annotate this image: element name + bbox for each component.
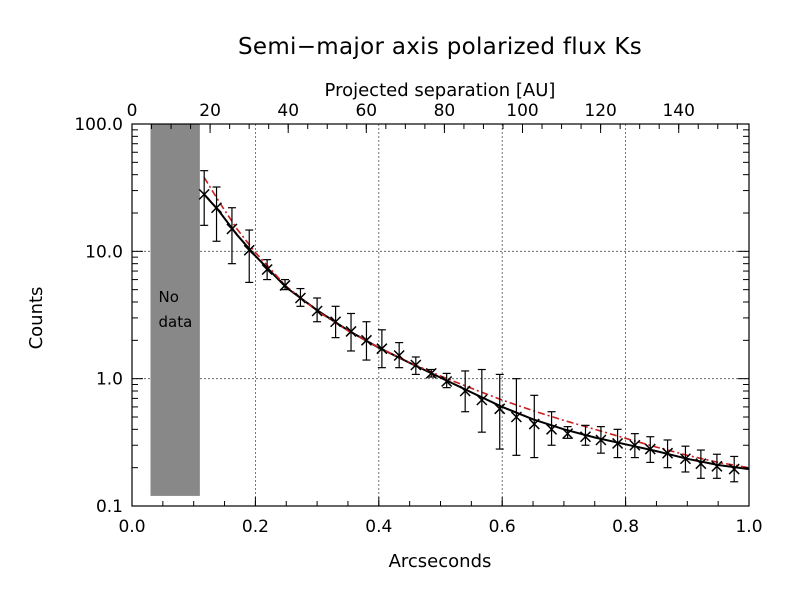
x-tick-label: 0.6: [489, 517, 516, 537]
y-tick-label: 100.0: [74, 115, 123, 135]
x2-tick-label: 40: [277, 101, 299, 121]
data-point: [425, 367, 437, 379]
data-point: [393, 349, 405, 362]
data-point: [360, 334, 372, 346]
data-point: [311, 305, 323, 317]
x-tick-labels: 0.0 0.2 0.4 0.6 0.8 1.0: [118, 517, 762, 537]
data-point: [294, 292, 306, 304]
data-point: [629, 439, 641, 451]
x2-tick-labels: 0 20 40 60 80 100 120 140: [127, 101, 695, 121]
fit-line-solid: [203, 193, 750, 471]
data-point: [562, 428, 574, 440]
data-point: [261, 263, 273, 276]
data-point: [330, 316, 342, 328]
data-point: [728, 463, 740, 475]
data-point: [662, 447, 674, 459]
x-tick-label: 0.8: [612, 517, 639, 537]
x2-tick-label: 0: [127, 101, 138, 121]
data-point: [494, 403, 506, 415]
data-point: [644, 443, 656, 455]
y-tick-label: 10.0: [85, 242, 123, 262]
data-point: [679, 453, 691, 465]
x-tick-label: 0.2: [242, 517, 269, 537]
gridlines: [132, 124, 749, 506]
data-point: [243, 244, 255, 256]
y-tick-label: 0.1: [96, 497, 123, 517]
x2-tick-label: 120: [584, 101, 616, 121]
data-series: [198, 170, 750, 483]
data-point: [528, 418, 540, 430]
data-point: [376, 343, 388, 355]
no-data-region: [150, 124, 200, 496]
data-point: [510, 411, 522, 423]
data-point: [459, 385, 471, 397]
data-point: [595, 434, 607, 446]
x2-tick-label: 20: [199, 101, 221, 121]
x2-tick-label: 100: [506, 101, 538, 121]
x2-axis-label: Projected separation [AU]: [325, 80, 556, 101]
data-point: [711, 460, 723, 472]
data-point: [612, 437, 624, 449]
data-point: [279, 279, 291, 291]
x-tick-label: 0.4: [365, 517, 392, 537]
data-point: [198, 188, 210, 200]
x-axis-label: Arcseconds: [389, 551, 492, 572]
y-tick-labels: 0.1 1.0 10.0 100.0: [74, 115, 123, 517]
data-point: [210, 202, 223, 214]
axis-ticks: [131, 123, 750, 507]
no-data-label-line1: No: [159, 288, 179, 306]
data-point: [546, 423, 558, 435]
x-tick-label: 0.0: [118, 517, 145, 537]
x2-tick-label: 80: [434, 101, 456, 121]
x2-tick-label: 60: [355, 101, 377, 121]
y-axis-label: Counts: [26, 287, 47, 350]
data-point: [441, 375, 453, 388]
x2-tick-label: 140: [662, 101, 694, 121]
data-point: [226, 223, 238, 235]
plot-frame: [131, 123, 750, 507]
data-point: [695, 458, 707, 470]
chart-title: Semi−major axis polarized flux Ks: [238, 34, 642, 60]
data-point: [476, 394, 488, 406]
data-point: [410, 359, 422, 371]
data-point: [579, 431, 592, 443]
no-data-label-line2: data: [159, 313, 193, 331]
y-tick-label: 1.0: [96, 370, 123, 390]
data-point: [345, 325, 357, 337]
fit-line-dashdot: [203, 177, 750, 469]
x-tick-label: 1.0: [735, 517, 762, 537]
